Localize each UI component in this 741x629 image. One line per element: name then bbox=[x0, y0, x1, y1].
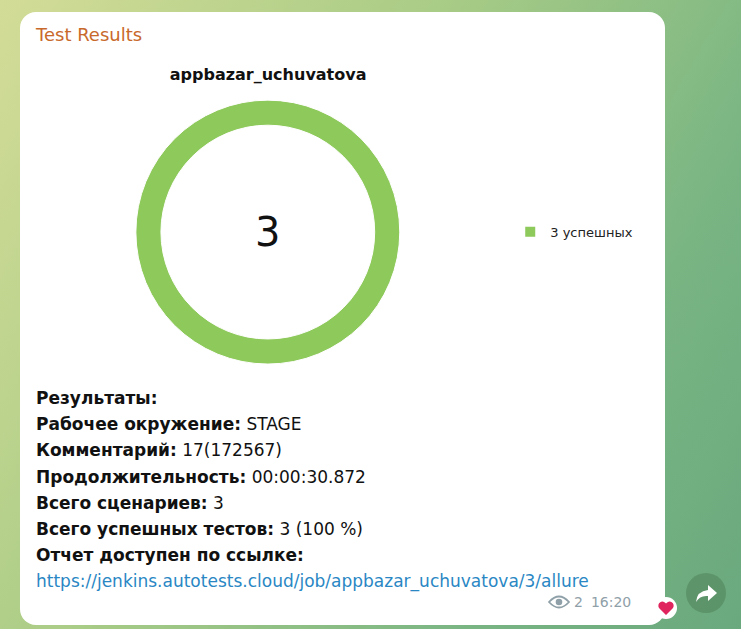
html-text:16:20: 16:20 bbox=[590, 594, 632, 610]
html-text:Всего успешных тестов: 3 (100: Всего успешных тестов: 3 (100 %) bbox=[36, 518, 363, 539]
html-text:2: 2 bbox=[574, 594, 583, 610]
html-text:Всего сценариев: 3: Всего сценариев: 3 bbox=[36, 492, 224, 513]
html-text:Продолжительность: 00:00:30.87: Продолжительность: 00:00:30.872 bbox=[36, 466, 366, 487]
svg-text:3 успешных: 3 успешных bbox=[550, 225, 632, 240]
html-text:Рабочее окружение: STAGE: Рабочее окружение: STAGE bbox=[36, 414, 302, 435]
html-text:Результаты:: Результаты: bbox=[36, 388, 158, 408]
svg-text:3: 3 bbox=[255, 209, 280, 255]
html-text:https://jenkins.autotests.clou: https://jenkins.autotests.cloud/job/appb… bbox=[36, 571, 589, 592]
html-text:Комментарий: 17(172567): Комментарий: 17(172567) bbox=[36, 440, 282, 461]
svg-text:appbazar_uchuvatova: appbazar_uchuvatova bbox=[170, 65, 367, 84]
html-text:Test Results: Test Results bbox=[36, 24, 143, 45]
html-text:Отчет доступен по ссылке:: Отчет доступен по ссылке: bbox=[36, 545, 304, 566]
